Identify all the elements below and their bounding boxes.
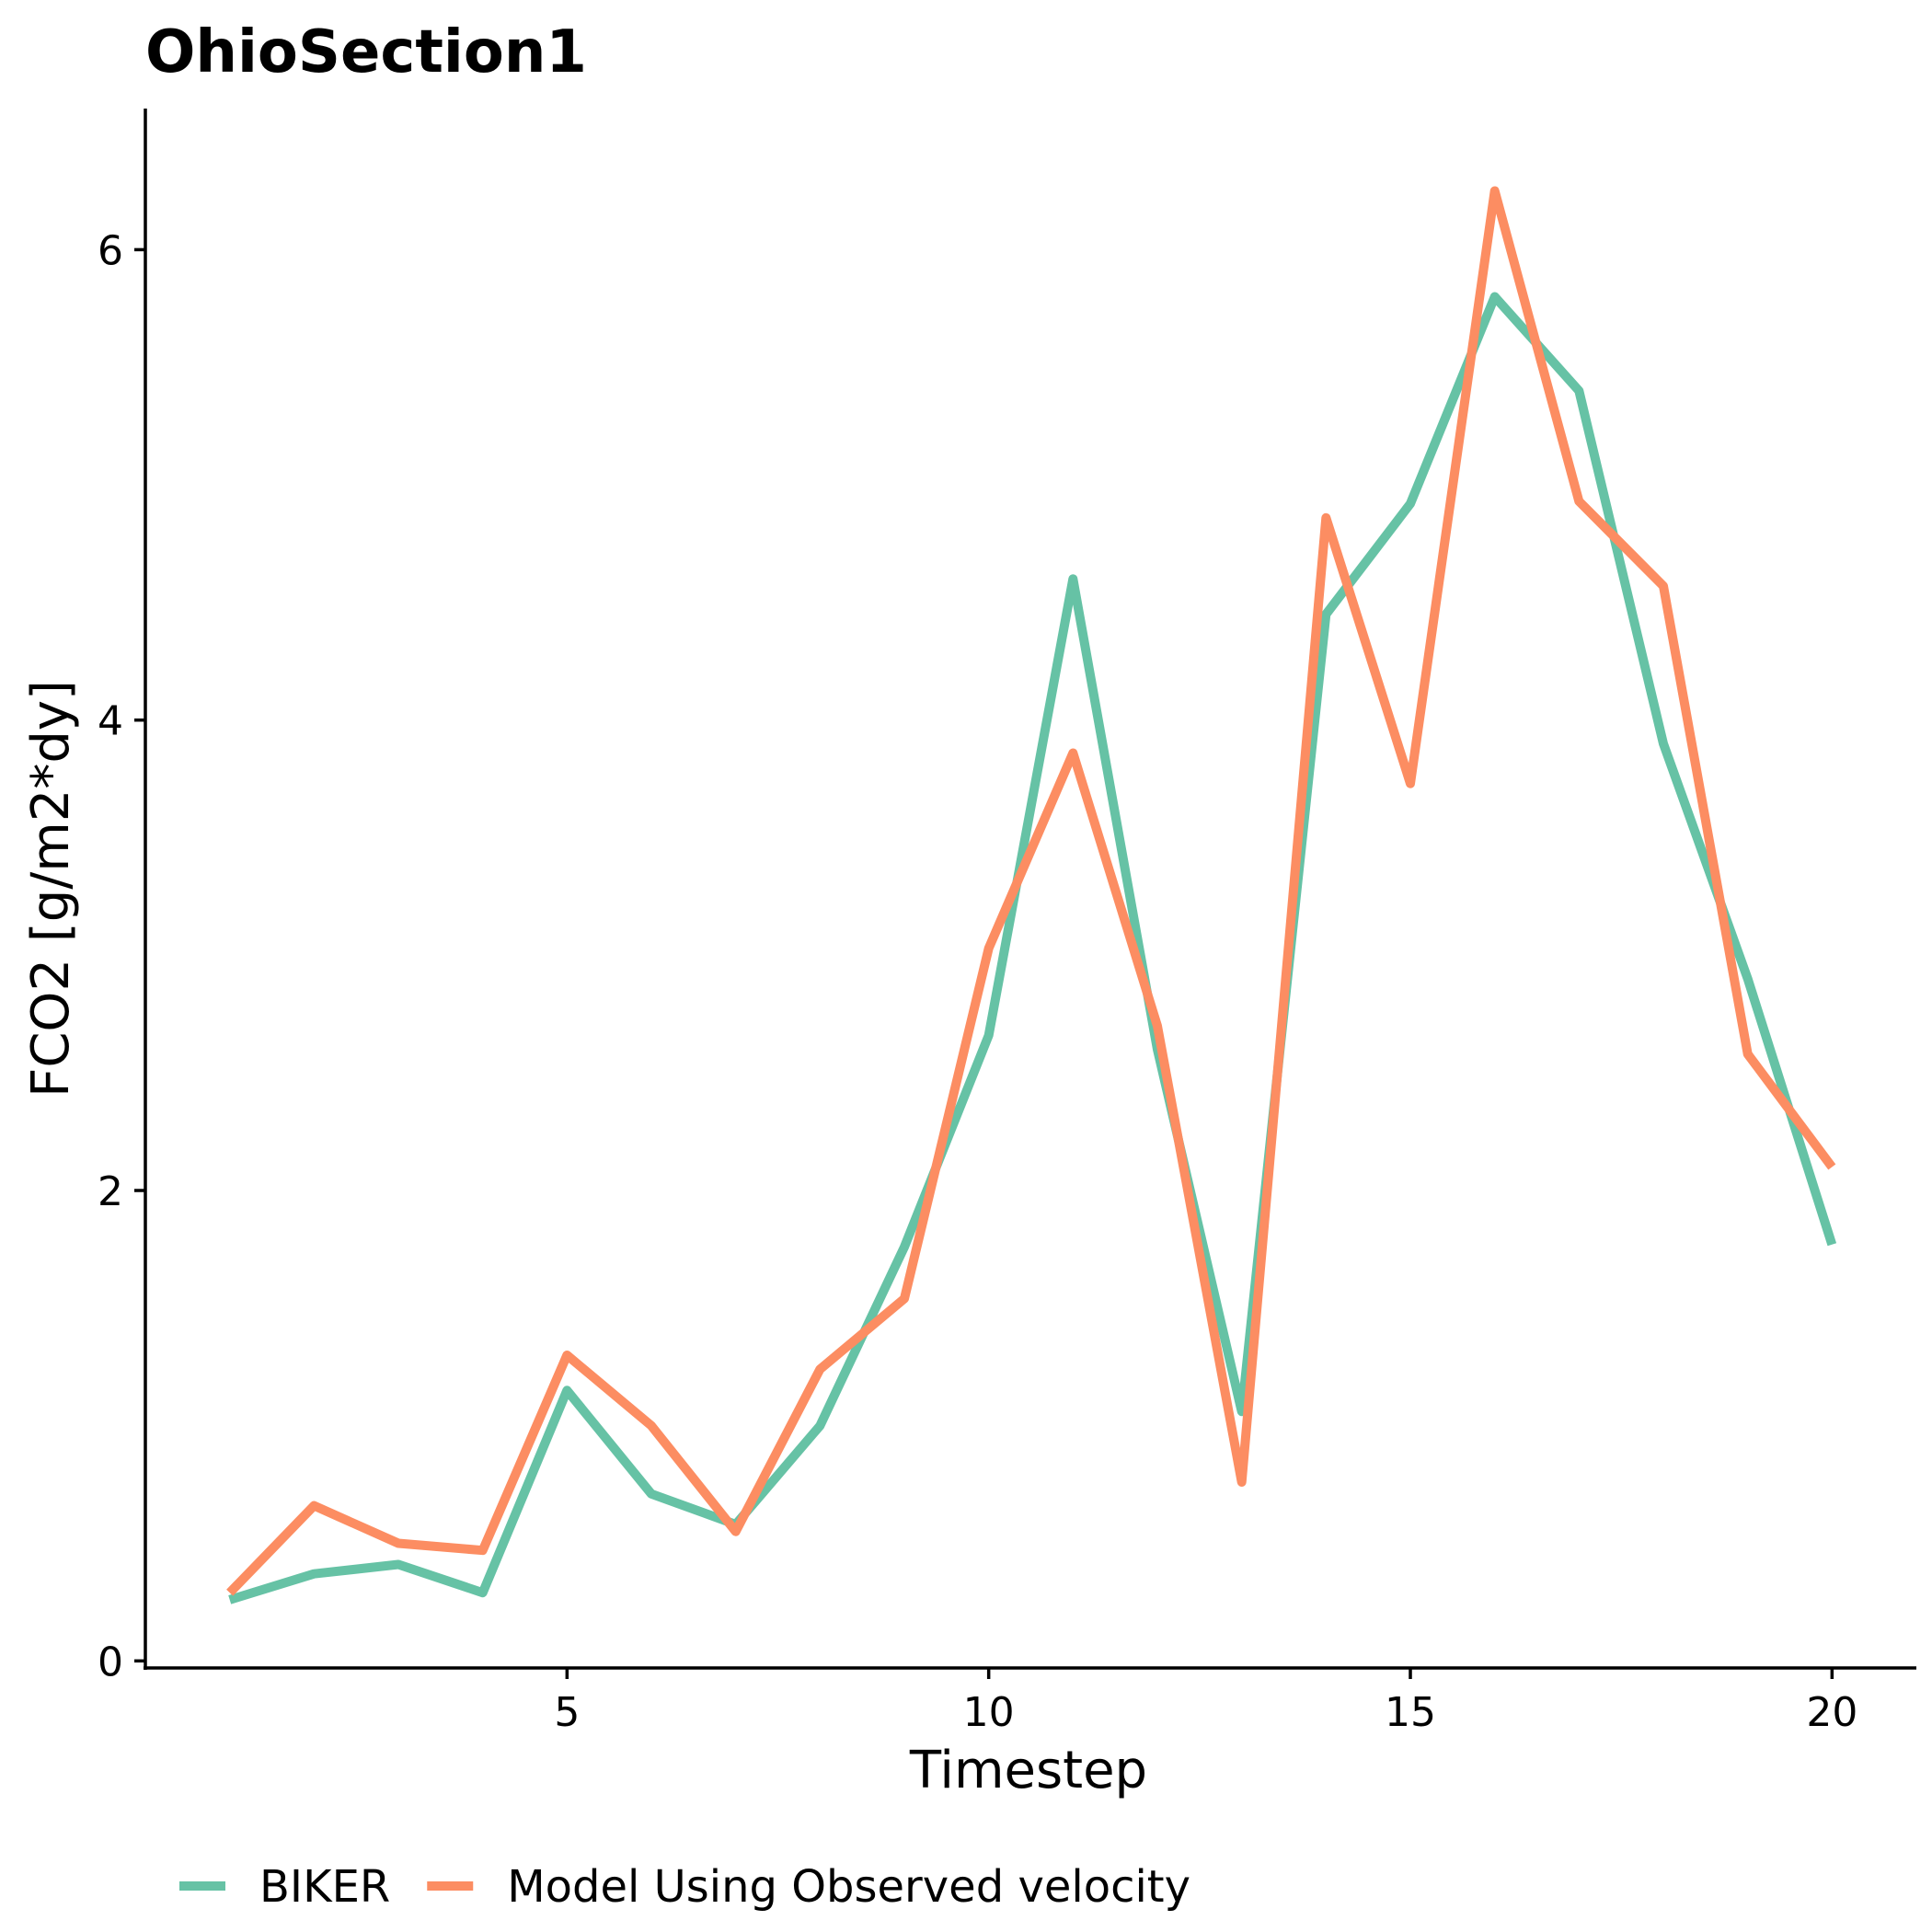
legend: BIKER Model Using Observed velocity <box>179 1861 1190 1913</box>
plot-area <box>226 186 1837 1604</box>
x-axis-ticks: 5 10 15 20 <box>554 1668 1857 1736</box>
x-tick-label: 5 <box>554 1689 580 1736</box>
legend-label-model-observed-velocity: Model Using Observed velocity <box>507 1861 1190 1913</box>
y-axis-label: FCO2 [g/m2*dy] <box>21 680 81 1098</box>
series-line-model-observed-velocity <box>226 186 1836 1596</box>
x-tick-label: 15 <box>1385 1689 1436 1736</box>
y-axis-ticks: 0 2 4 6 <box>98 227 145 1685</box>
series-line-biker <box>228 292 1837 1604</box>
x-axis-label: Timestep <box>909 1741 1147 1800</box>
legend-label-biker: BIKER <box>259 1861 390 1913</box>
x-tick-label: 10 <box>963 1689 1015 1736</box>
chart-title: OhioSection1 <box>145 18 587 86</box>
x-tick-label: 20 <box>1806 1689 1857 1736</box>
y-tick-label: 0 <box>98 1639 123 1685</box>
y-tick-label: 4 <box>98 698 123 745</box>
y-tick-label: 6 <box>98 227 123 274</box>
y-tick-label: 2 <box>98 1168 123 1215</box>
